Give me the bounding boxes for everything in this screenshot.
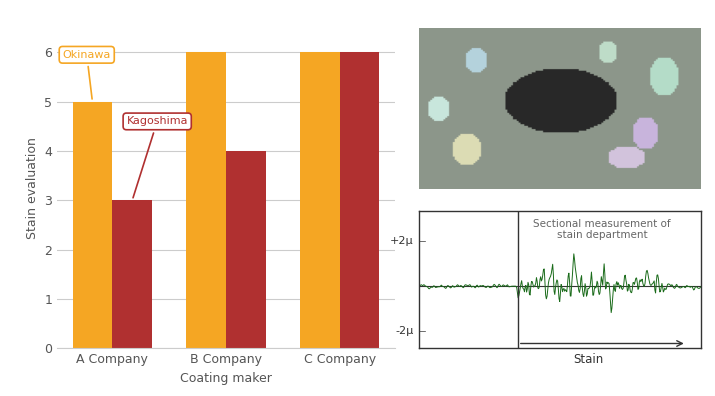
- X-axis label: Coating maker: Coating maker: [180, 372, 272, 385]
- Bar: [340, 52, 380, 348]
- Bar: [300, 52, 340, 348]
- Y-axis label: Stain evaluation: Stain evaluation: [26, 137, 39, 239]
- Text: +2μ: +2μ: [390, 236, 414, 246]
- Bar: [186, 52, 226, 348]
- Bar: [226, 151, 266, 348]
- Text: Kagoshima: Kagoshima: [127, 116, 188, 198]
- Text: -2μ: -2μ: [395, 326, 414, 336]
- Bar: [72, 102, 112, 348]
- Text: Sectional measurement of
stain department: Sectional measurement of stain departmen…: [533, 219, 671, 240]
- Bar: [112, 200, 152, 348]
- Text: Stain: Stain: [573, 354, 603, 366]
- Text: Okinawa: Okinawa: [62, 50, 111, 99]
